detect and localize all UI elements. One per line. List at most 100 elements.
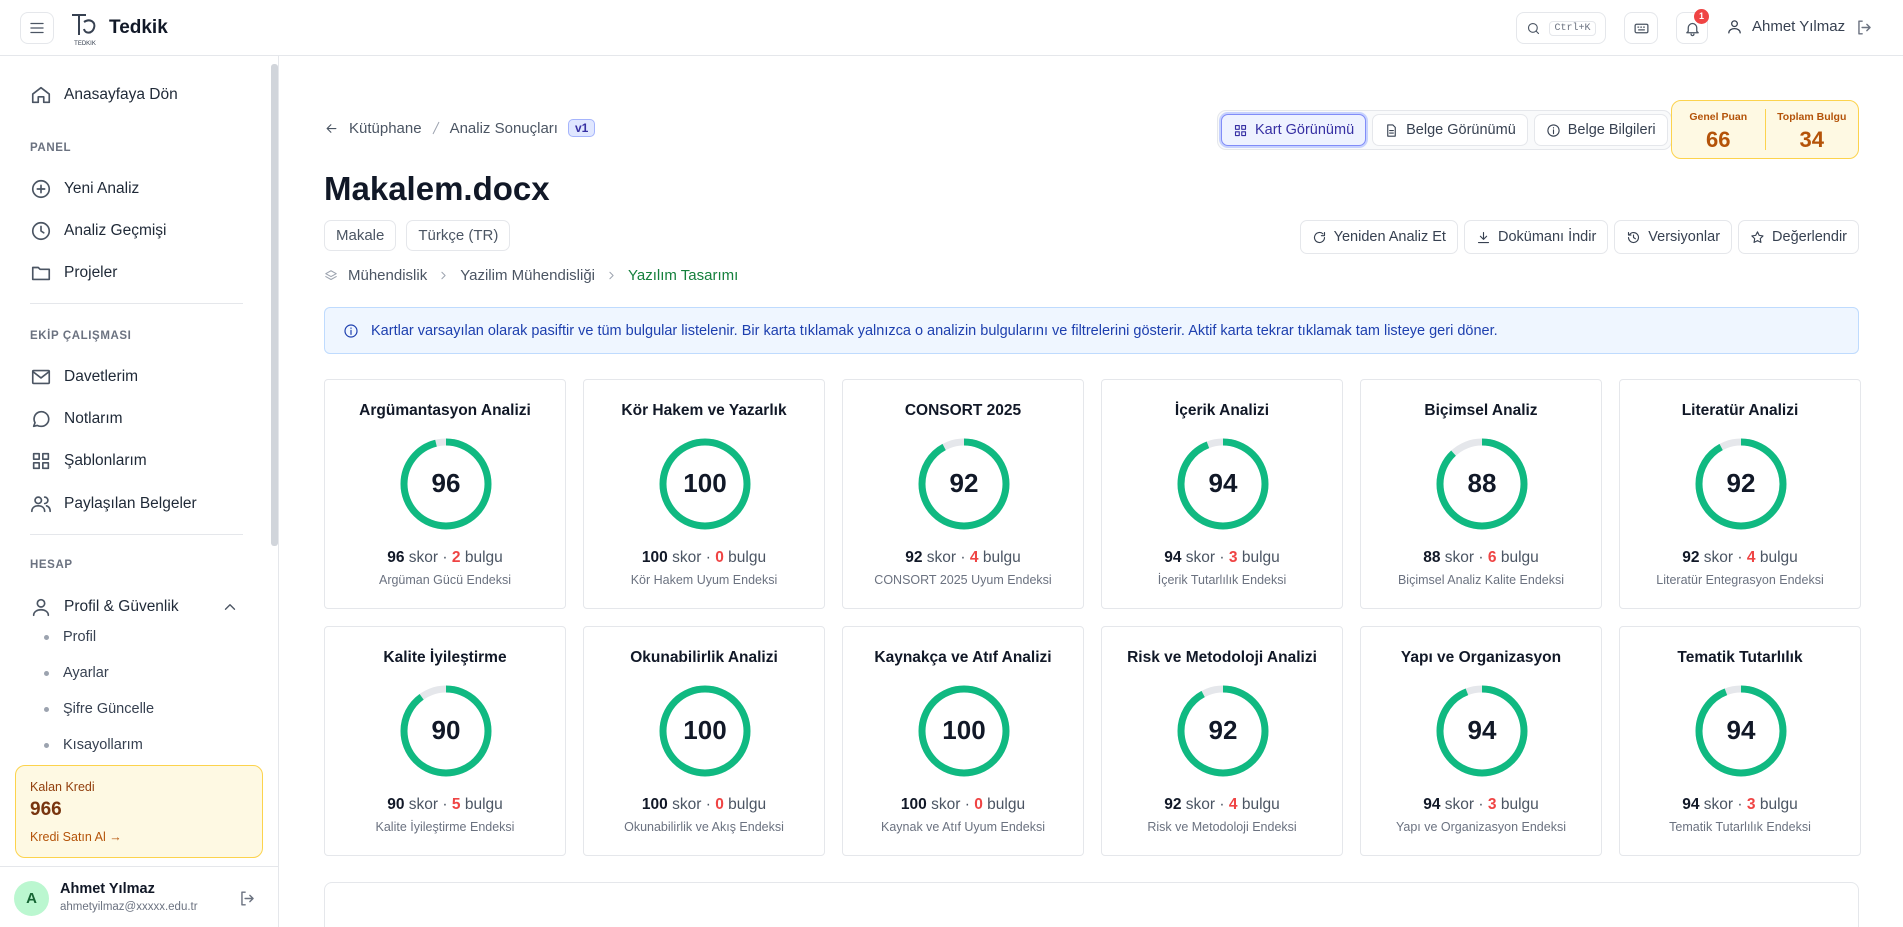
tag: Makale bbox=[324, 220, 397, 251]
nav-label: Ayarlar bbox=[63, 665, 109, 681]
analysis-card[interactable]: Risk ve Metodoloji Analizi 92 92 skor · 4 … bbox=[1101, 626, 1343, 856]
nav-label: Profil & Güvenlik bbox=[64, 598, 179, 615]
analysis-card[interactable]: Yapı ve Organizasyon 94 94 skor · 3 bulgu Y… bbox=[1360, 626, 1602, 856]
nav-label: Yeni Analiz bbox=[64, 180, 140, 197]
stat-score: 92 bbox=[905, 549, 923, 566]
analysis-card[interactable]: Literatür Analizi 92 92 skor · 4 bulgu Lite… bbox=[1619, 379, 1861, 609]
stat-score: 100 bbox=[641, 549, 668, 566]
notifications-button[interactable] bbox=[1676, 12, 1708, 44]
nav-item[interactable]: Paylaşılan Belgeler bbox=[30, 493, 197, 515]
analysis-card[interactable]: Kaynakça ve Atıf Analizi 100 100 skor · 0 … bbox=[842, 626, 1084, 856]
nav-subitem[interactable]: Ayarlar bbox=[44, 665, 109, 681]
stat-word: skor bbox=[1185, 549, 1216, 566]
analysis-card[interactable]: Kör Hakem ve Yazarlık 100 100 skor · 0 bul… bbox=[583, 379, 825, 609]
icon bbox=[30, 408, 52, 430]
divider bbox=[30, 534, 243, 535]
stat-findings: 0 bbox=[715, 796, 724, 813]
category[interactable]: Yazilim Mühendisliği bbox=[460, 267, 595, 284]
action-button[interactable]: Dokümanı İndir bbox=[1463, 220, 1609, 254]
action-button[interactable]: Değerlendir bbox=[1738, 220, 1859, 254]
nav-subitem[interactable]: Profil bbox=[44, 629, 96, 645]
card-index: Kaynak ve Atıf Uyum Endeksi bbox=[881, 820, 1045, 834]
user-menu[interactable]: Ahmet Yılmaz bbox=[1726, 18, 1845, 35]
nav-item[interactable]: Notlarım bbox=[30, 408, 123, 430]
score-ring: 94 bbox=[1177, 438, 1269, 530]
stat-findings: 3 bbox=[1228, 549, 1238, 566]
icon bbox=[28, 19, 46, 37]
nav-label: Profil bbox=[63, 629, 97, 645]
stat-word: skor bbox=[1444, 796, 1475, 813]
icon bbox=[324, 269, 338, 283]
nav-item[interactable]: Profil & Güvenlik bbox=[30, 596, 179, 618]
score-value: 96 bbox=[432, 468, 461, 498]
category[interactable]: Mühendislik bbox=[348, 267, 428, 284]
findings-panel bbox=[324, 882, 1859, 927]
menu-button[interactable] bbox=[20, 12, 54, 44]
card-title: Yapı ve Organizasyon bbox=[1400, 649, 1562, 666]
nav-label: Kısayollarım bbox=[63, 737, 143, 753]
nav-item[interactable]: Davetlerim bbox=[30, 366, 138, 388]
analysis-card[interactable]: İçerik Analizi 94 94 skor · 3 bulgu İçerik … bbox=[1101, 379, 1343, 609]
action-label: Dokümanı İndir bbox=[1497, 229, 1597, 245]
score-arc bbox=[400, 438, 492, 530]
card-stats: 100 skor · 0 bulgu bbox=[843, 796, 1083, 814]
view-tab[interactable]: Belge Görünümü bbox=[1372, 114, 1528, 146]
analysis-card[interactable]: Biçimsel Analiz 88 88 skor · 6 bulgu Biçims… bbox=[1360, 379, 1602, 609]
analysis-card[interactable]: Tematik Tutarlılık 94 94 skor · 3 bulgu Tem… bbox=[1619, 626, 1861, 856]
stat-word: bulgu bbox=[1759, 796, 1798, 813]
nav-subitem[interactable]: Şifre Güncelle bbox=[44, 701, 154, 717]
nav-item[interactable]: Yeni Analiz bbox=[30, 178, 139, 200]
analysis-card[interactable]: Okunabilirlik Analizi 100 100 skor · 0 bul… bbox=[583, 626, 825, 856]
stat-score: 94 bbox=[1164, 549, 1182, 566]
nav-item[interactable]: Analiz Geçmişi bbox=[30, 220, 167, 242]
view-tabs: Kart Görünümü Belge Görünümü Belge Bilgile… bbox=[1217, 110, 1672, 150]
brand: Tedkik bbox=[109, 17, 168, 38]
logout-button[interactable] bbox=[1855, 18, 1874, 37]
stat-findings: 4 bbox=[969, 549, 979, 566]
stat-word: bulgu bbox=[982, 549, 1021, 566]
sidebar: Kalan Kredi 966 Kredi Satın Al → A Ahmet… bbox=[0, 56, 279, 927]
nav-item[interactable]: Anasayfaya Dön bbox=[30, 84, 178, 106]
breadcrumb-link[interactable]: Kütüphane bbox=[349, 119, 422, 137]
stat-score: 92 bbox=[1682, 549, 1700, 566]
nav-subitem[interactable]: Kısayollarım bbox=[44, 737, 143, 753]
view-tab[interactable]: Belge Bilgileri bbox=[1533, 114, 1668, 146]
credit-link[interactable]: Kredi Satın Al → bbox=[30, 830, 122, 844]
nav-item[interactable]: Projeler bbox=[30, 262, 117, 284]
action-button[interactable]: Yeniden Analiz Et bbox=[1299, 220, 1458, 254]
stat-findings: 5 bbox=[451, 796, 461, 813]
stat-findings: 0 bbox=[974, 796, 983, 813]
stat-score: 92 bbox=[1164, 796, 1182, 813]
score-ring: 90 bbox=[400, 685, 492, 777]
score-arc bbox=[918, 685, 1010, 777]
stat-score: 88 bbox=[1423, 549, 1441, 566]
search-button[interactable]: Ctrl+K bbox=[1516, 12, 1606, 44]
stat-word: bulgu bbox=[987, 796, 1026, 813]
analysis-card[interactable]: Kalite İyileştirme 90 90 skor · 5 bulgu Kal… bbox=[324, 626, 566, 856]
view-tab[interactable]: Kart Görünümü bbox=[1221, 114, 1367, 146]
main: Kütüphane Analiz Sonuçları v1 Kart Görün… bbox=[279, 56, 1903, 927]
analysis-card[interactable]: Argümantasyon Analizi 96 96 skor · 2 bulgu… bbox=[324, 379, 566, 609]
info-text: Kartlar varsayılan olarak pasiftir ve tü… bbox=[371, 322, 1498, 339]
icon bbox=[30, 262, 52, 284]
tab-label: Belge Bilgileri bbox=[1567, 122, 1656, 138]
card-index: Okunabilirlik ve Akış Endeksi bbox=[624, 820, 784, 834]
card-stats: 92 skor · 4 bulgu bbox=[1620, 549, 1860, 567]
breadcrumb-current: Analiz Sonuçları bbox=[449, 119, 558, 137]
stat-word: skor bbox=[408, 549, 439, 566]
action-button[interactable]: Versiyonlar bbox=[1614, 220, 1733, 254]
nav-item[interactable]: Şablonlarım bbox=[30, 450, 147, 472]
document-actions: Yeniden Analiz Et Dokümanı İndir Versiyonl… bbox=[1299, 220, 1859, 254]
logout-button[interactable] bbox=[238, 889, 257, 908]
card-stats: 94 skor · 3 bulgu bbox=[1102, 549, 1342, 567]
action-label: Değerlendir bbox=[1772, 229, 1847, 245]
stat-findings: 4 bbox=[1228, 796, 1238, 813]
analysis-card[interactable]: CONSORT 2025 92 92 skor · 4 bulgu CONSORT 2… bbox=[842, 379, 1084, 609]
card-index: Kör Hakem Uyum Endeksi bbox=[630, 573, 778, 587]
stat-word: bulgu bbox=[1759, 549, 1798, 566]
stat-separator: · bbox=[1737, 549, 1743, 566]
stat-word: bulgu bbox=[728, 796, 767, 813]
keyboard-button[interactable] bbox=[1624, 12, 1658, 44]
stat-score: 90 bbox=[387, 796, 405, 813]
icon bbox=[1233, 123, 1248, 138]
